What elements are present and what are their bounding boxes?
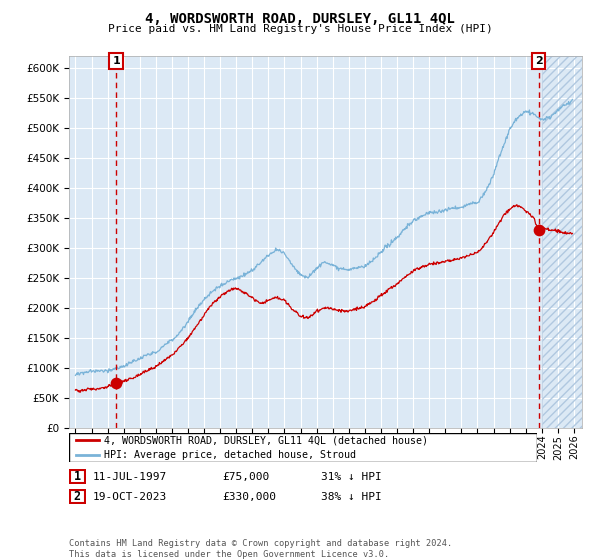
Text: 19-OCT-2023: 19-OCT-2023 xyxy=(93,492,167,502)
Point xyxy=(112,379,121,388)
Text: 1: 1 xyxy=(74,470,81,483)
Text: £330,000: £330,000 xyxy=(222,492,276,502)
Text: 31% ↓ HPI: 31% ↓ HPI xyxy=(321,472,382,482)
Text: 2: 2 xyxy=(74,490,81,503)
Point xyxy=(534,226,544,235)
Text: 4, WORDSWORTH ROAD, DURSLEY, GL11 4QL (detached house): 4, WORDSWORTH ROAD, DURSLEY, GL11 4QL (d… xyxy=(104,435,428,445)
Text: 1: 1 xyxy=(112,56,120,66)
Text: £75,000: £75,000 xyxy=(222,472,269,482)
Text: 38% ↓ HPI: 38% ↓ HPI xyxy=(321,492,382,502)
Text: 4, WORDSWORTH ROAD, DURSLEY, GL11 4QL: 4, WORDSWORTH ROAD, DURSLEY, GL11 4QL xyxy=(145,12,455,26)
Text: 11-JUL-1997: 11-JUL-1997 xyxy=(93,472,167,482)
Text: Price paid vs. HM Land Registry's House Price Index (HPI): Price paid vs. HM Land Registry's House … xyxy=(107,24,493,34)
Text: 2: 2 xyxy=(535,56,542,66)
Text: Contains HM Land Registry data © Crown copyright and database right 2024.
This d: Contains HM Land Registry data © Crown c… xyxy=(69,539,452,559)
Text: HPI: Average price, detached house, Stroud: HPI: Average price, detached house, Stro… xyxy=(104,450,356,460)
